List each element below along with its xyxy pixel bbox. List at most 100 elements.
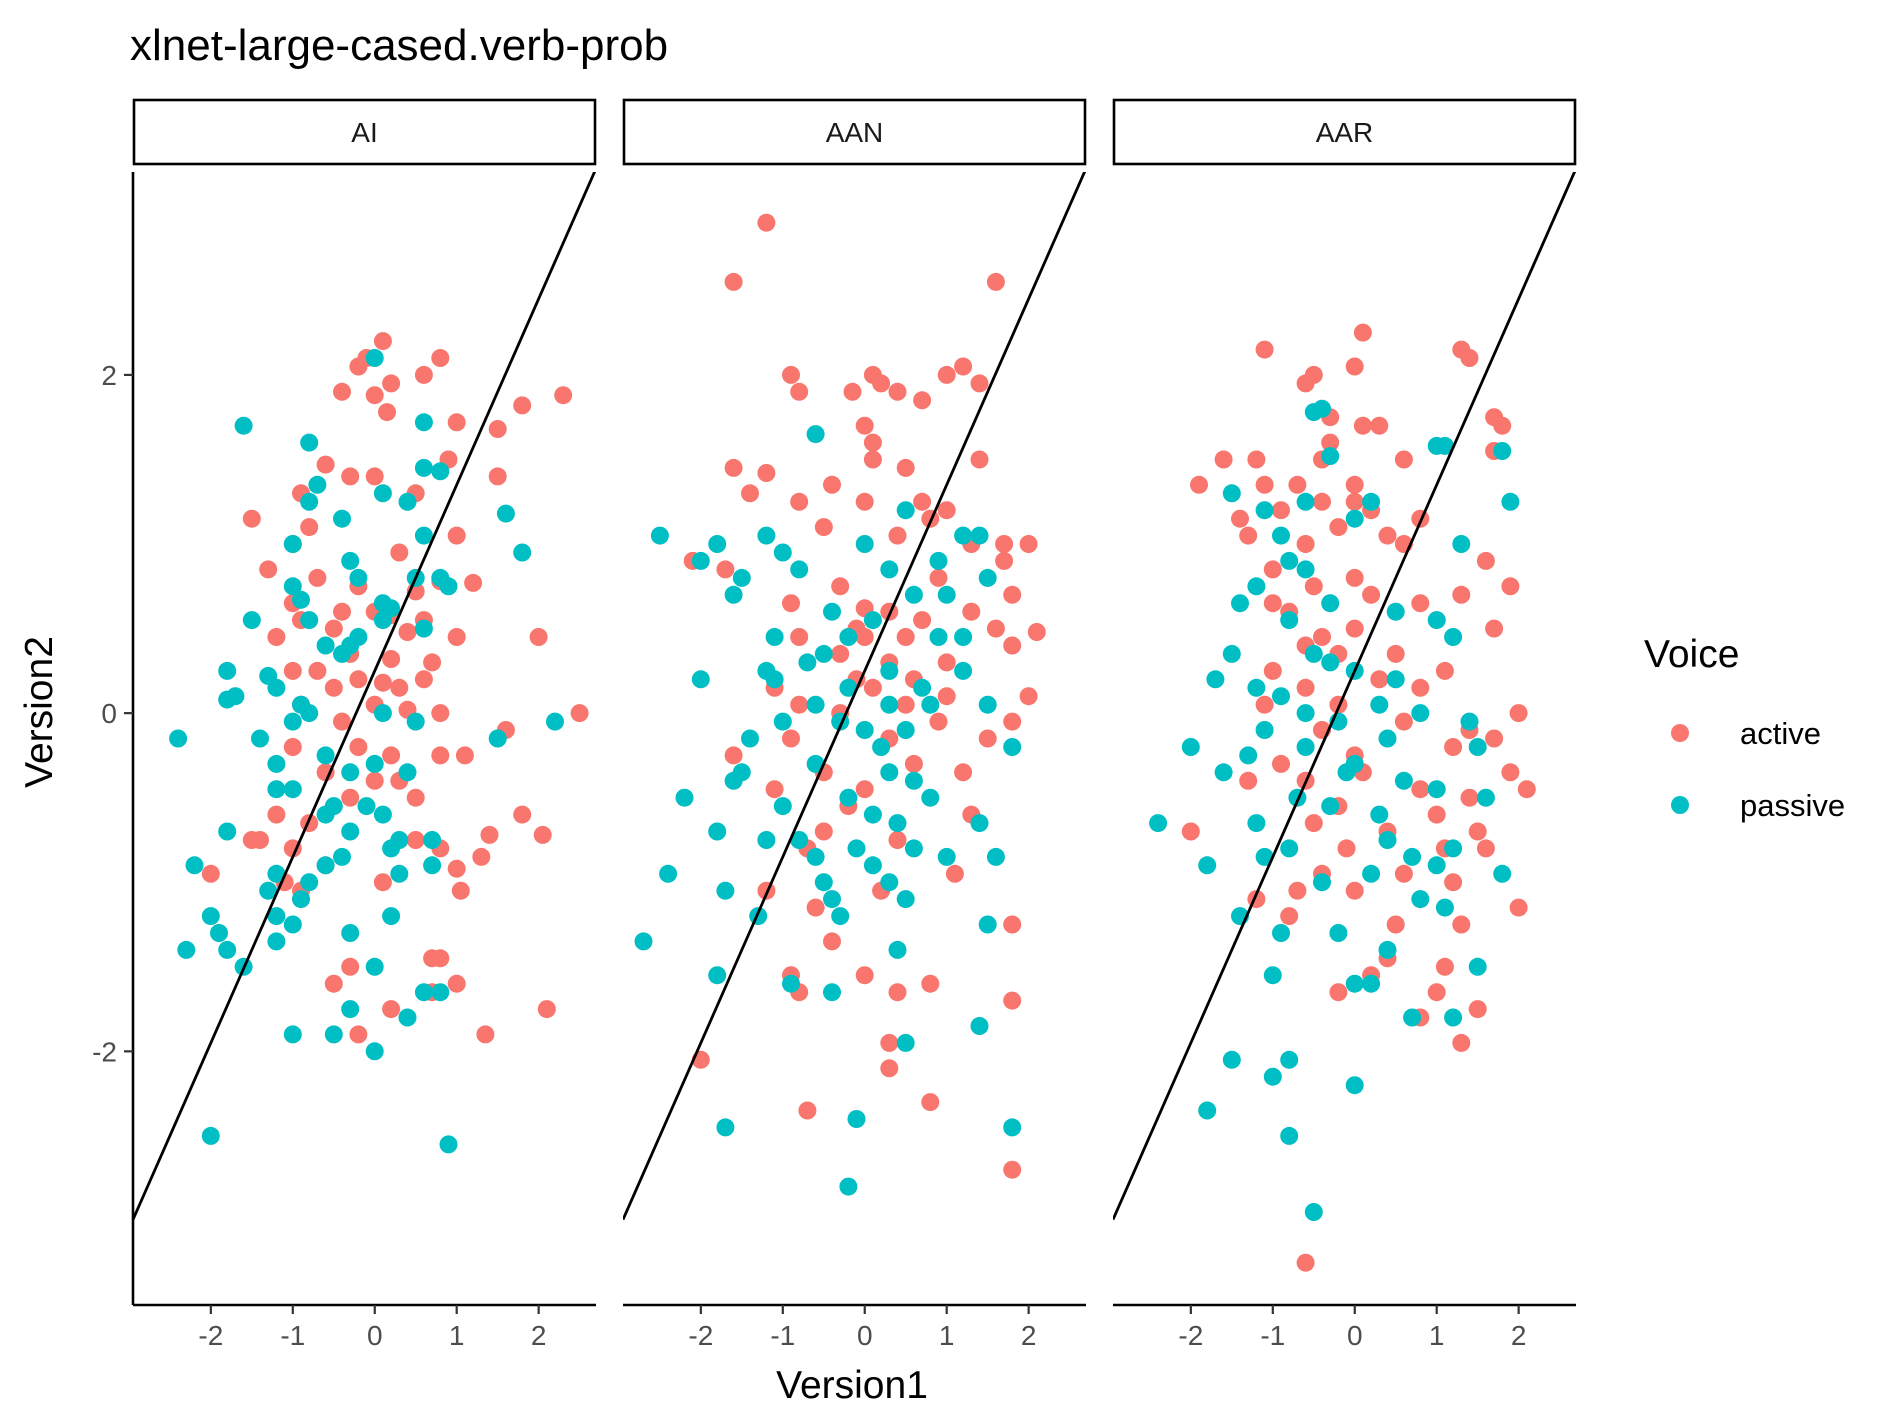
point-passive <box>1435 436 1454 455</box>
point-passive <box>880 661 899 680</box>
point-passive <box>724 771 743 790</box>
point-active <box>349 670 368 689</box>
point-passive <box>1198 856 1217 875</box>
x-tick-label: 0 <box>857 1320 873 1351</box>
x-axis-title: Version1 <box>776 1364 928 1407</box>
point-passive <box>1345 509 1364 528</box>
point-passive <box>292 890 310 909</box>
point-active <box>476 1025 495 1044</box>
legend-key-active <box>1671 724 1689 742</box>
point-active <box>1485 619 1504 638</box>
point-passive <box>1337 763 1356 782</box>
point-passive <box>806 847 825 866</box>
point-passive <box>341 551 360 570</box>
point-active <box>872 374 891 393</box>
point-active <box>1329 983 1348 1002</box>
point-passive <box>234 416 253 435</box>
point-active <box>790 382 809 401</box>
point-passive <box>1321 594 1340 613</box>
point-active <box>267 805 286 824</box>
point-passive <box>773 712 792 731</box>
point-passive <box>880 695 899 714</box>
point-active <box>1386 644 1405 663</box>
point-active <box>308 661 327 680</box>
point-passive <box>937 585 956 604</box>
point-passive <box>333 847 351 866</box>
facet-label-aar: AAR <box>1316 117 1374 148</box>
point-passive <box>1345 974 1364 993</box>
point-passive <box>439 1135 458 1154</box>
point-passive <box>373 611 392 630</box>
point-passive <box>316 636 335 655</box>
point-active <box>1427 983 1446 1002</box>
point-active <box>447 859 466 878</box>
point-passive <box>1362 974 1381 993</box>
legend: Voice active passive <box>1644 633 1845 823</box>
point-active <box>378 403 396 422</box>
point-active <box>267 628 286 646</box>
point-passive <box>691 551 710 570</box>
point-active <box>324 974 343 993</box>
point-passive <box>954 661 973 680</box>
point-passive <box>1272 924 1290 942</box>
point-active <box>1394 864 1413 883</box>
point-passive <box>847 1110 866 1128</box>
point-passive <box>398 492 417 511</box>
point-passive <box>267 864 286 883</box>
point-passive <box>765 670 784 689</box>
point-passive <box>1296 738 1315 756</box>
point-passive <box>398 763 417 782</box>
point-passive <box>1206 670 1225 689</box>
point-active <box>1411 594 1430 613</box>
point-active <box>1313 628 1331 646</box>
point-passive <box>1468 738 1487 756</box>
point-passive <box>863 856 882 875</box>
point-passive <box>896 890 915 909</box>
point-passive <box>954 628 973 646</box>
point-passive <box>1280 1050 1299 1069</box>
point-passive <box>855 721 874 739</box>
point-passive <box>741 729 759 748</box>
point-active <box>1231 509 1249 528</box>
point-passive <box>724 585 743 604</box>
point-passive <box>1304 644 1323 663</box>
point-passive <box>267 907 286 926</box>
point-passive <box>406 712 425 731</box>
point-passive <box>1370 805 1389 824</box>
point-active <box>570 704 589 723</box>
facet-label-aan: AAN <box>826 117 884 148</box>
point-passive <box>1427 611 1446 630</box>
point-passive <box>242 611 261 630</box>
point-active <box>1255 695 1274 714</box>
point-active <box>814 822 833 841</box>
point-active <box>423 653 442 672</box>
point-active <box>365 467 384 486</box>
point-passive <box>169 729 188 748</box>
point-passive <box>1280 1126 1299 1145</box>
point-passive <box>439 577 458 596</box>
point-passive <box>365 1042 384 1061</box>
point-active <box>724 746 743 765</box>
x-tick-label: -1 <box>770 1320 795 1351</box>
point-passive <box>790 831 809 849</box>
point-active <box>447 974 466 993</box>
point-active <box>823 475 841 494</box>
point-active <box>724 272 743 291</box>
points-ai <box>133 172 596 1221</box>
point-passive <box>839 628 858 646</box>
point-passive <box>1247 577 1266 596</box>
chart-title: xlnet-large-cased.verb-prob <box>130 21 668 70</box>
point-active <box>896 628 915 646</box>
facet-strip-ai <box>132 98 597 166</box>
point-active <box>863 678 882 697</box>
x-tick-label: -2 <box>1178 1320 1203 1351</box>
point-active <box>1370 670 1389 689</box>
point-passive <box>316 856 335 875</box>
y-tick-label: 0 <box>101 698 117 729</box>
point-passive <box>1222 484 1241 503</box>
point-active <box>464 573 483 592</box>
point-active <box>716 560 735 579</box>
point-passive <box>1321 653 1340 672</box>
point-active <box>888 526 907 545</box>
point-active <box>1263 560 1282 579</box>
